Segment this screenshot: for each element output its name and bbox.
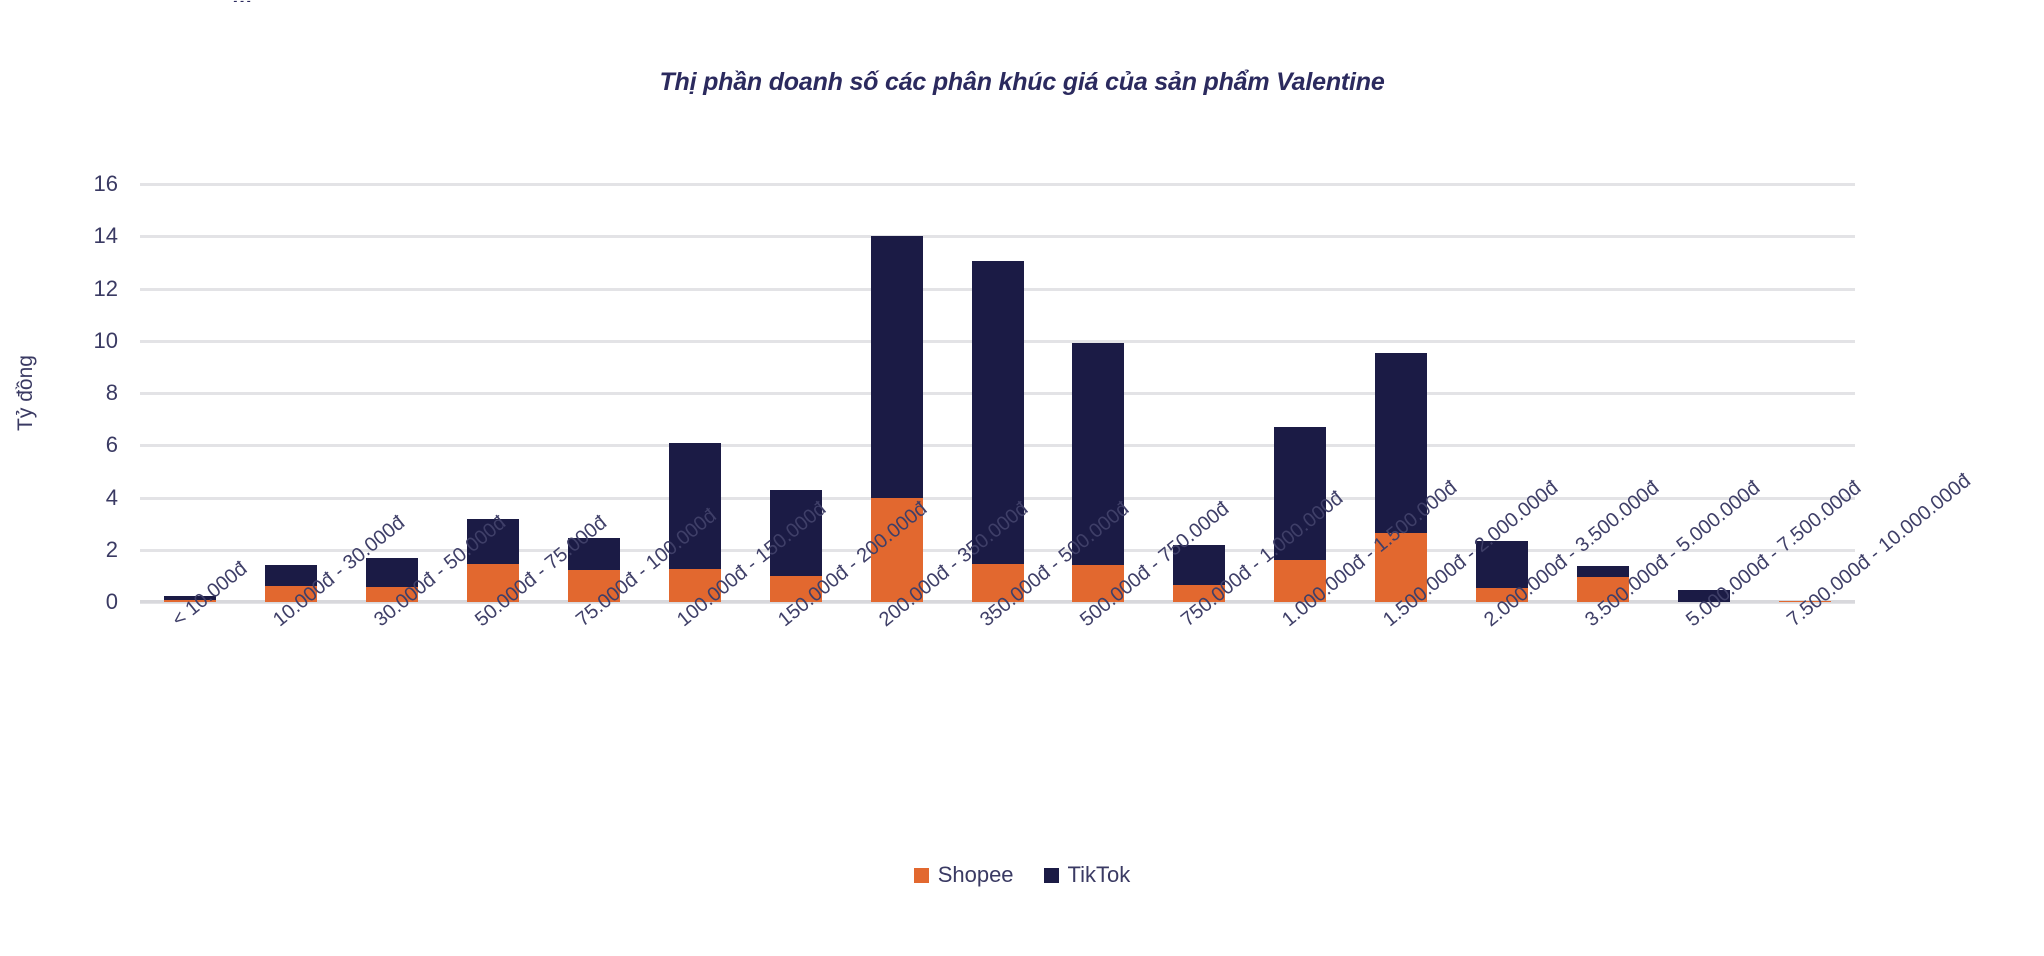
bar-group[interactable] — [668, 443, 721, 602]
bar-segment-tiktok[interactable] — [265, 564, 318, 586]
y-axis-tick-labels: 0 2 4 6 8 10 12 14 16 — [0, 171, 118, 614]
y-tick-label: 10 — [93, 327, 118, 353]
bar-segment-tiktok[interactable] — [1173, 544, 1226, 586]
bar-segment-tiktok[interactable] — [567, 538, 620, 571]
bar-segment-shopee[interactable] — [668, 568, 721, 602]
bar-segment-tiktok[interactable] — [1072, 343, 1125, 565]
bar-segment-tiktok[interactable] — [870, 236, 923, 498]
y-tick-label: 0 — [105, 589, 118, 614]
bar-series-container — [140, 184, 1855, 602]
legend-label: TikTok — [1067, 862, 1131, 887]
bar-segment-tiktok[interactable] — [1274, 426, 1327, 561]
bar-segment-shopee[interactable] — [567, 570, 620, 602]
y-tick-label: 14 — [93, 223, 118, 249]
bar-segment-tiktok[interactable] — [467, 518, 520, 565]
bar-segment-shopee[interactable] — [1778, 601, 1831, 602]
legend-label: Shopee — [937, 862, 1014, 887]
bar-group[interactable] — [1677, 590, 1730, 602]
bar-group[interactable] — [1778, 600, 1831, 602]
bar-group[interactable] — [1475, 540, 1528, 602]
bar-segment-shopee[interactable] — [769, 576, 822, 602]
bar-group[interactable] — [870, 236, 923, 602]
bar-group[interactable] — [1576, 565, 1629, 602]
bar-segment-tiktok[interactable] — [1375, 352, 1428, 533]
y-tick-label: 12 — [93, 275, 118, 301]
bar-group[interactable] — [1375, 352, 1428, 602]
legend-item[interactable]: Shopee — [913, 862, 1014, 888]
bar-segment-shopee[interactable] — [1576, 577, 1629, 602]
bar-group[interactable] — [164, 595, 217, 602]
bar-group[interactable] — [1173, 544, 1226, 602]
bar-segment-tiktok[interactable] — [1475, 540, 1528, 588]
bar-segment-shopee[interactable] — [366, 586, 419, 602]
y-tick-label: 6 — [105, 432, 118, 458]
y-tick-label: 2 — [105, 536, 118, 562]
bar-segment-shopee[interactable] — [265, 585, 318, 602]
chart-legend: Shopee TikTok — [0, 862, 2044, 888]
bar-segment-shopee[interactable] — [1475, 587, 1528, 602]
bar-segment-tiktok[interactable] — [769, 490, 822, 577]
y-tick-label: 16 — [93, 171, 118, 196]
bar-group[interactable] — [567, 538, 620, 602]
bar-segment-tiktok[interactable] — [1576, 565, 1629, 578]
legend-item[interactable]: TikTok — [1043, 862, 1131, 888]
plot-area — [140, 183, 1855, 604]
legend-swatch-icon — [913, 867, 929, 883]
bar-group[interactable] — [467, 518, 520, 602]
bar-segment-tiktok[interactable] — [668, 443, 721, 569]
chart-title: Thị phần doanh số các phân khúc giá của … — [659, 68, 1385, 96]
bar-segment-tiktok[interactable] — [1778, 600, 1831, 602]
bar-segment-shopee[interactable] — [1274, 560, 1327, 602]
y-tick-label: 4 — [105, 484, 118, 510]
bar-segment-shopee[interactable] — [971, 564, 1024, 602]
bar-segment-tiktok[interactable] — [1677, 590, 1730, 602]
cropped-header-text: … — [232, 0, 253, 2]
bar-segment-shopee[interactable] — [164, 600, 217, 602]
bar-group[interactable] — [971, 261, 1024, 602]
bar-segment-shopee[interactable] — [1173, 585, 1226, 602]
bar-segment-tiktok[interactable] — [971, 261, 1024, 565]
legend-swatch-icon — [1043, 867, 1059, 883]
bar-segment-shopee[interactable] — [1072, 564, 1125, 602]
gridline — [140, 235, 1855, 239]
bar-group[interactable] — [265, 564, 318, 602]
bar-segment-shopee[interactable] — [870, 497, 923, 602]
bar-group[interactable] — [1072, 343, 1125, 602]
gridline — [140, 183, 1855, 186]
bar-segment-shopee[interactable] — [467, 564, 520, 602]
bar-group[interactable] — [1274, 426, 1327, 602]
bar-segment-shopee[interactable] — [1375, 532, 1428, 602]
bar-segment-tiktok[interactable] — [366, 557, 419, 587]
bar-segment-tiktok[interactable] — [164, 595, 217, 601]
y-tick-label: 8 — [105, 380, 118, 405]
bar-group[interactable] — [366, 557, 419, 602]
bar-group[interactable] — [769, 490, 822, 602]
